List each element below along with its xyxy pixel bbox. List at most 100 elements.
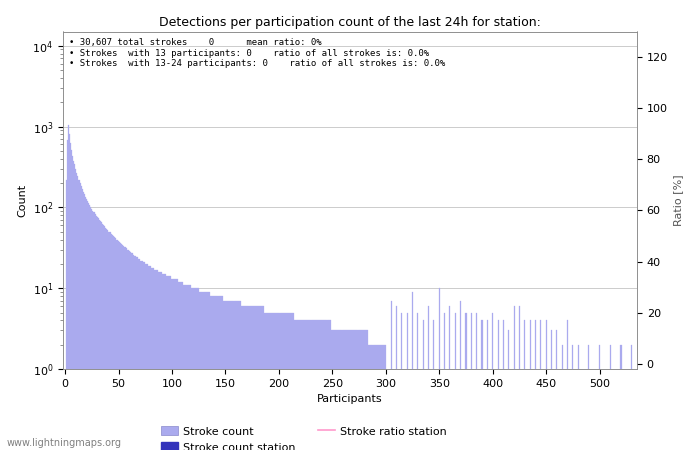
Bar bbox=[68, 125, 69, 450]
Bar bbox=[240, 301, 241, 450]
Bar bbox=[251, 306, 252, 450]
Bar bbox=[368, 345, 369, 450]
X-axis label: Participants: Participants bbox=[317, 394, 383, 404]
Bar bbox=[423, 320, 424, 450]
Bar bbox=[216, 296, 218, 450]
Y-axis label: Ratio [%]: Ratio [%] bbox=[673, 175, 683, 226]
Bar bbox=[337, 330, 338, 450]
Bar bbox=[106, 229, 107, 450]
Bar bbox=[324, 320, 326, 450]
Bar bbox=[356, 330, 358, 450]
Bar bbox=[179, 282, 180, 450]
Bar bbox=[599, 345, 600, 450]
Bar bbox=[214, 296, 216, 450]
Bar bbox=[378, 345, 379, 450]
Bar bbox=[94, 212, 95, 450]
Bar bbox=[151, 268, 153, 450]
Bar bbox=[166, 276, 167, 450]
Bar bbox=[561, 345, 563, 450]
Bar bbox=[239, 301, 240, 450]
Bar bbox=[117, 240, 118, 450]
Bar bbox=[524, 320, 525, 450]
Bar bbox=[285, 312, 286, 450]
Bar bbox=[322, 320, 323, 450]
Bar bbox=[188, 285, 190, 450]
Bar bbox=[360, 330, 362, 450]
Bar bbox=[153, 268, 155, 450]
Bar bbox=[88, 203, 89, 450]
Bar bbox=[382, 345, 383, 450]
Bar bbox=[328, 320, 330, 450]
Bar bbox=[161, 272, 162, 450]
Bar bbox=[123, 246, 125, 450]
Text: www.lightningmaps.org: www.lightningmaps.org bbox=[7, 438, 122, 448]
Bar bbox=[74, 164, 76, 450]
Bar bbox=[288, 312, 289, 450]
Bar bbox=[192, 288, 193, 450]
Bar bbox=[193, 288, 194, 450]
Bar bbox=[202, 292, 204, 450]
Bar bbox=[277, 312, 279, 450]
Bar bbox=[279, 312, 281, 450]
Bar bbox=[163, 274, 164, 450]
Bar bbox=[331, 330, 332, 450]
Bar bbox=[270, 312, 271, 450]
Bar bbox=[334, 330, 335, 450]
Bar bbox=[181, 282, 182, 450]
Bar bbox=[535, 320, 536, 450]
Bar bbox=[631, 345, 632, 450]
Bar bbox=[100, 221, 101, 450]
Bar bbox=[372, 345, 374, 450]
Bar bbox=[194, 288, 195, 450]
Bar bbox=[342, 330, 344, 450]
Bar bbox=[272, 312, 273, 450]
Bar bbox=[226, 301, 227, 450]
Bar bbox=[486, 320, 488, 450]
Bar bbox=[98, 218, 99, 450]
Bar bbox=[241, 306, 242, 450]
Bar bbox=[91, 209, 92, 450]
Bar bbox=[127, 250, 129, 450]
Bar bbox=[186, 285, 188, 450]
Bar bbox=[119, 242, 120, 450]
Bar bbox=[284, 312, 285, 450]
Bar bbox=[391, 301, 392, 450]
Bar bbox=[316, 320, 317, 450]
Bar bbox=[146, 264, 147, 450]
Bar bbox=[165, 274, 166, 450]
Bar bbox=[184, 285, 186, 450]
Bar bbox=[162, 274, 163, 450]
Bar bbox=[141, 261, 143, 450]
Bar bbox=[96, 216, 97, 450]
Bar bbox=[249, 306, 251, 450]
Bar bbox=[567, 320, 568, 450]
Text: • 30,607 total strokes    0      mean ratio: 0%
• Strokes  with 13 participants:: • 30,607 total strokes 0 mean ratio: 0% … bbox=[69, 38, 445, 68]
Bar bbox=[290, 312, 291, 450]
Bar bbox=[248, 306, 249, 450]
Bar bbox=[332, 330, 333, 450]
Bar bbox=[306, 320, 307, 450]
Bar bbox=[76, 172, 78, 450]
Bar bbox=[129, 251, 130, 450]
Bar bbox=[150, 266, 151, 450]
Bar bbox=[175, 279, 176, 450]
Bar bbox=[257, 306, 258, 450]
Bar bbox=[245, 306, 246, 450]
Bar bbox=[298, 320, 299, 450]
Bar bbox=[174, 279, 175, 450]
Bar bbox=[276, 312, 277, 450]
Bar bbox=[267, 312, 269, 450]
Bar bbox=[69, 134, 70, 450]
Bar bbox=[148, 266, 149, 450]
Bar bbox=[170, 276, 172, 450]
Bar bbox=[199, 292, 200, 450]
Bar bbox=[287, 312, 288, 450]
Bar bbox=[82, 189, 83, 450]
Bar bbox=[227, 301, 228, 450]
Bar bbox=[223, 301, 224, 450]
Bar bbox=[428, 306, 429, 450]
Bar bbox=[318, 320, 319, 450]
Bar bbox=[158, 272, 159, 450]
Bar bbox=[87, 201, 88, 450]
Bar bbox=[133, 255, 134, 450]
